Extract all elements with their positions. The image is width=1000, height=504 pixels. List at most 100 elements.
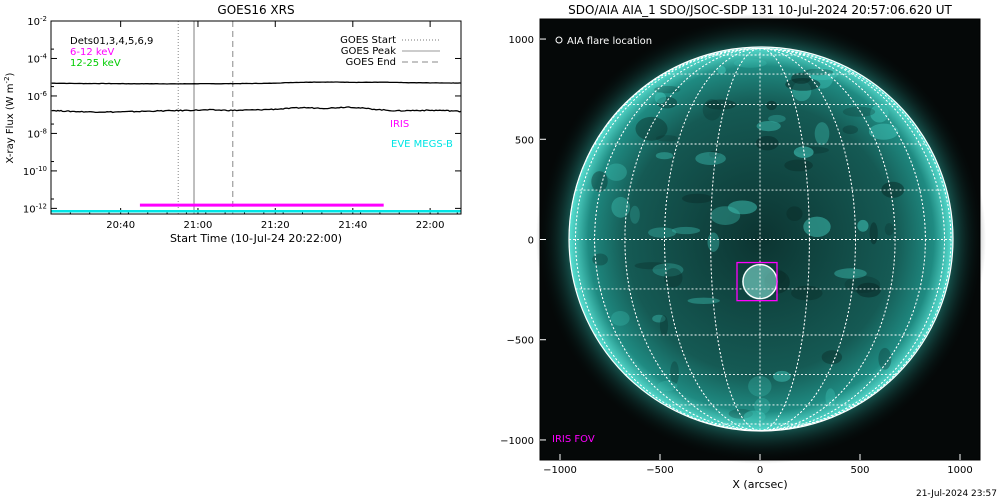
disk-texture-blob [591, 171, 608, 192]
legend-6-12kev: 6-12 keV [70, 47, 114, 58]
disk-texture-blob [857, 219, 869, 232]
disk-texture-blob [705, 99, 737, 110]
aia-flare-marks [736, 261, 778, 302]
disk-texture [591, 58, 905, 423]
disk-texture-blob [814, 122, 830, 146]
grid-longitude-line [569, 48, 952, 431]
aia-ytick-label: 500 [515, 135, 534, 146]
disk-texture-blob [821, 350, 843, 365]
disk-texture-blob [695, 152, 726, 165]
disk-texture-blob [793, 146, 814, 158]
disk-texture-blob [791, 285, 823, 301]
disk-texture-blob [634, 262, 670, 270]
disk-texture-blob [870, 104, 889, 123]
disk-texture-blob [652, 263, 684, 277]
xrs-title: GOES16 XRS [217, 3, 294, 17]
disk-texture-blob [755, 136, 779, 151]
disk-texture-blob [733, 58, 767, 68]
disk-texture-blob [682, 193, 713, 204]
aia-ytick-label: 1000 [509, 35, 534, 46]
legend-flare-location: AIA flare location [567, 36, 652, 47]
aia-ytick-label: 0 [528, 236, 534, 247]
aia-xtick-label: 500 [850, 465, 869, 476]
grid-longitude-line [575, 48, 945, 431]
xrs-plot: GOES16 XRS 10-12 10-10 10-8 10-6 10-4 10-2 20:… [3, 3, 462, 245]
xtick-label: 22:00 [416, 220, 445, 231]
aia-title: SDO/AIA AIA_1 SDO/JSOC-SDP 131 10-Jul-20… [568, 3, 952, 17]
xrs-frame [50, 20, 462, 215]
disk-texture-blob [727, 200, 758, 215]
aia-xtick-label: −500 [646, 465, 673, 476]
xtick-label: 21:00 [184, 220, 213, 231]
disk-texture-blob [834, 268, 867, 279]
aia-xtick-label: 1000 [947, 465, 972, 476]
disk-texture-blob [709, 150, 720, 158]
disk-texture-blob [743, 410, 766, 423]
xrs-ylabel: X-ray Flux (W m-2) [3, 72, 16, 163]
aia-image-panel: SDO/AIA AIA_1 SDO/JSOC-SDP 131 10-Jul-20… [500, 3, 986, 491]
disk-texture-blob [707, 232, 720, 252]
disk-texture-blob [768, 114, 786, 123]
disk-texture-blob [842, 125, 858, 135]
legend-iris: IRIS [390, 119, 409, 130]
ytick-label: 10-2 [27, 15, 47, 28]
flare-location-legend-icon [555, 36, 563, 44]
legend-goes-peak: GOES Peak [341, 46, 396, 57]
ytick-label: 10-12 [23, 202, 47, 215]
legend-12-25kev: 12-25 keV [70, 58, 121, 69]
aia-xtick-label: −1000 [543, 465, 577, 476]
legend-iris-fov: IRIS FOV [552, 434, 595, 445]
xtick-label: 21:40 [338, 220, 367, 231]
legend-goes-end: GOES End [346, 57, 396, 68]
disk-texture-blob [786, 206, 803, 221]
aia-ytick-label: −500 [507, 336, 534, 347]
disk-texture-blob [884, 223, 894, 236]
disk-texture-blob [766, 100, 777, 111]
disk-texture-blob [659, 315, 669, 336]
disk-texture-blob [605, 163, 627, 181]
disk-texture-blob [657, 380, 678, 392]
disk-texture-blob [869, 222, 878, 245]
disk-texture-blob [655, 152, 674, 160]
disk-texture-blob [702, 99, 722, 121]
aia-ticks: −1000 −1000 −500 −500 0 0 500 500 1000 1000 [500, 35, 973, 476]
solar-limb [568, 46, 954, 432]
solar-disk [569, 47, 953, 431]
ytick-label: 10-10 [23, 165, 47, 178]
iris-fov-box [736, 261, 778, 302]
disk-texture-blob [842, 106, 876, 117]
disk-texture-blob [878, 347, 892, 370]
disk-texture-blob [773, 370, 791, 382]
footer-timestamp: 21-Jul-2024 23:57 [916, 489, 997, 499]
ytick-label: 10-8 [27, 127, 47, 140]
xrs-xlabel: Start Time (10-Jul-24 20:22:00) [170, 232, 342, 245]
xrs-marks [51, 21, 461, 214]
disk-texture-blob [856, 282, 881, 298]
aia-xlabel: X (arcsec) [732, 478, 787, 491]
disk-texture-blob [717, 65, 726, 75]
disk-texture-blob [687, 297, 720, 304]
disk-texture-blob [630, 205, 640, 224]
disk-texture-blob [825, 388, 836, 408]
disk-texture-blob [592, 253, 608, 266]
series-line-1 [51, 81, 461, 85]
xrs-ticks: 10-12 10-10 10-8 10-6 10-4 10-2 20:40 21:00 21:2… [23, 15, 461, 231]
disk-texture-blob [654, 85, 681, 94]
disk-texture-blob [756, 121, 781, 132]
legend-goes-start: GOES Start [340, 35, 396, 46]
disk-texture-blob [611, 196, 630, 218]
ytick-label: 10-6 [27, 90, 47, 103]
disk-texture-blob [671, 226, 701, 235]
ytick-label: 10-4 [27, 52, 47, 65]
series-line-2 [51, 106, 461, 114]
legend-eve: EVE MEGS-B [391, 139, 453, 150]
disk-texture-blob [635, 116, 668, 141]
xtick-label: 20:40 [106, 220, 135, 231]
disk-texture-blob [754, 397, 771, 415]
disk-texture-blob [784, 159, 813, 172]
disk-texture-blob [791, 72, 811, 84]
disk-texture-blob [652, 314, 666, 323]
legend-dets: Dets01,3,4,5,6,9 [70, 36, 153, 47]
